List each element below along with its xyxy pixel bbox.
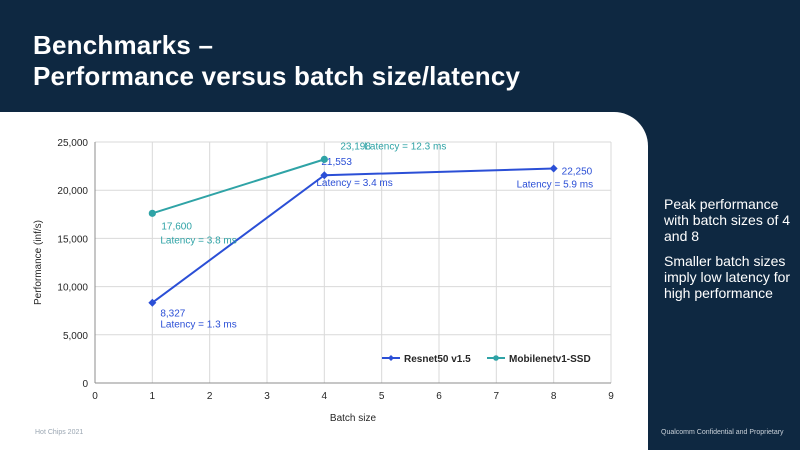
x-tick-label: 4 [322,391,328,402]
y-tick-label: 5,000 [63,331,88,342]
y-tick-label: 15,000 [57,234,88,245]
data-value-label: 8,327 [160,309,185,320]
x-tick-label: 8 [551,391,557,402]
x-tick-label: 1 [150,391,156,402]
legend-swatch-marker [388,355,394,361]
data-value-label: 21,553 [321,157,352,168]
slide-title: Benchmarks – Performance versus batch si… [33,30,520,92]
y-tick-label: 20,000 [57,186,88,197]
y-tick-label: 25,000 [57,138,88,149]
x-tick-label: 6 [436,391,442,402]
series-line [152,158,325,215]
slide-title-line-1: Benchmarks – [33,30,214,60]
x-tick-label: 7 [494,391,500,402]
sidebar-note-peak: Peak performance with batch sizes of 4 a… [664,196,791,244]
latency-label: Latency = 3.4 ms [316,178,392,189]
legend-entry: Mobilenetv1-SSD [509,354,591,365]
x-tick-label: 3 [264,391,270,402]
latency-label: Latency = 1.3 ms [160,320,236,331]
data-value-label: 22,250 [562,167,593,178]
sidebar-note-latency: Smaller batch sizes imply low latency fo… [664,253,791,301]
footer-event: Hot Chips 2021 [35,429,84,436]
data-point-marker [148,298,157,307]
latency-label: Latency = 12.3 ms [364,141,446,152]
data-point-marker [148,209,156,217]
sidebar-notes: Peak performance with batch sizes of 4 a… [664,196,796,310]
y-tick-label: 0 [82,379,88,390]
x-tick-label: 9 [608,391,614,402]
data-point-marker [549,164,558,173]
x-tick-label: 5 [379,391,385,402]
slide-title-line-2: Performance versus batch size/latency [33,61,521,91]
data-point-marker [320,171,329,180]
chart-panel: 0 5,000 10,000 15,000 20,000 25,000 0 1 2 3 4 5 6 7 8 9… [0,112,648,450]
y-tick-label: 10,000 [57,283,88,294]
data-value-label: 17,600 [161,221,192,232]
footer-confidential: Qualcomm Confidential and Proprietary [661,429,784,436]
x-axis-label: Batch size [330,413,377,424]
x-tick-label: 0 [92,391,98,402]
data-point-marker [320,155,328,163]
y-axis-label: Performance (inf/s) [33,220,44,305]
x-tick-label: 2 [207,391,213,402]
legend-swatch-marker [493,355,499,361]
latency-label: Latency = 3.8 ms [160,235,236,246]
legend-entry: Resnet50 v1.5 [404,354,471,365]
performance-chart: 0 5,000 10,000 15,000 20,000 25,000 0 1 2 3 4 5 6 7 8 9… [33,138,614,424]
latency-label: Latency = 5.9 ms [517,180,593,191]
data-value-label: 23,198 [340,141,371,152]
